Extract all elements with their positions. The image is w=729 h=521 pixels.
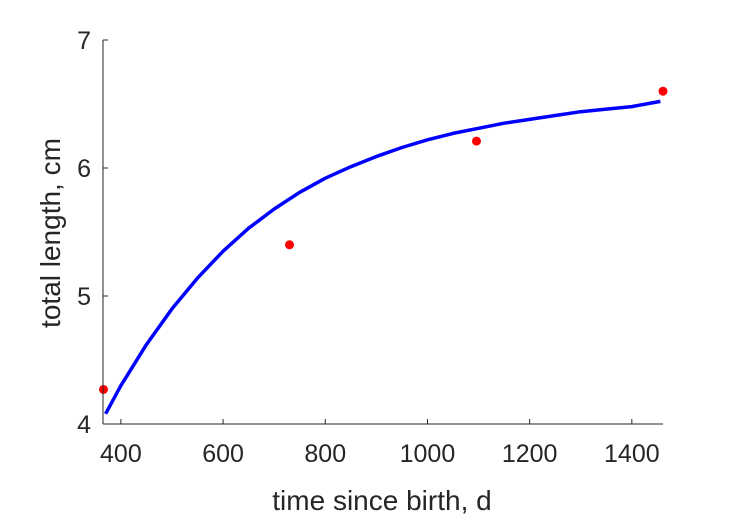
data-point (284, 240, 294, 250)
x-tick-label: 400 (100, 440, 142, 468)
x-tick-label: 800 (304, 440, 346, 468)
x-tick-label: 1200 (502, 440, 558, 468)
x-tick-label: 1000 (400, 440, 456, 468)
data-point (99, 384, 109, 394)
y-tick-label: 7 (77, 27, 91, 55)
x-tick-label: 600 (202, 440, 244, 468)
y-tick-label: 6 (77, 155, 91, 183)
x-axis-label: time since birth, d (272, 485, 491, 516)
data-point (472, 136, 482, 146)
axes: 400 600 800 1000 1200 1400 4 5 6 7 (77, 27, 663, 468)
y-axis-label: total length, cm (35, 138, 66, 328)
y-tick-label: 4 (77, 411, 91, 439)
x-tick-label: 1400 (604, 440, 660, 468)
y-tick-label: 5 (77, 283, 91, 311)
plot-area (99, 86, 668, 415)
data-point (658, 86, 668, 96)
fit-curve (104, 99, 661, 415)
